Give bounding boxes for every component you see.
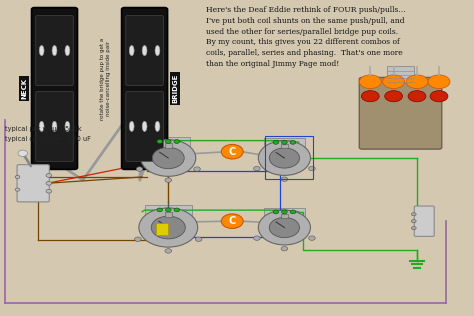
Text: BRIDGE: BRIDGE <box>172 74 178 103</box>
FancyBboxPatch shape <box>126 92 163 161</box>
Ellipse shape <box>142 121 147 131</box>
FancyBboxPatch shape <box>36 92 73 161</box>
Circle shape <box>411 227 416 230</box>
Circle shape <box>15 188 20 191</box>
Bar <box>165 212 172 217</box>
FancyBboxPatch shape <box>264 138 305 147</box>
FancyBboxPatch shape <box>126 16 163 86</box>
FancyBboxPatch shape <box>121 8 168 169</box>
Ellipse shape <box>39 121 44 131</box>
Circle shape <box>194 167 201 171</box>
Circle shape <box>309 167 315 171</box>
Ellipse shape <box>129 121 134 131</box>
Ellipse shape <box>39 46 44 56</box>
Circle shape <box>165 249 172 253</box>
Circle shape <box>135 237 141 241</box>
Ellipse shape <box>65 46 70 56</box>
Circle shape <box>290 210 296 214</box>
Ellipse shape <box>155 46 160 56</box>
Circle shape <box>195 237 202 241</box>
FancyBboxPatch shape <box>146 137 190 146</box>
Circle shape <box>46 181 52 185</box>
Circle shape <box>157 208 163 212</box>
Text: typical pot value: 500k: typical pot value: 500k <box>5 126 82 132</box>
FancyBboxPatch shape <box>145 205 192 215</box>
Ellipse shape <box>155 121 160 131</box>
Circle shape <box>269 217 300 238</box>
Ellipse shape <box>129 46 134 56</box>
Circle shape <box>139 208 198 247</box>
Circle shape <box>165 140 171 143</box>
Circle shape <box>282 210 287 214</box>
Ellipse shape <box>52 121 57 131</box>
FancyBboxPatch shape <box>32 8 78 169</box>
Circle shape <box>141 140 196 176</box>
Circle shape <box>221 214 243 228</box>
Circle shape <box>136 167 143 171</box>
FancyBboxPatch shape <box>414 206 434 236</box>
Circle shape <box>281 177 288 181</box>
Circle shape <box>221 144 243 159</box>
Text: C: C <box>228 147 236 157</box>
Circle shape <box>290 141 296 144</box>
Circle shape <box>254 167 260 171</box>
Bar <box>165 143 172 148</box>
Circle shape <box>174 140 180 143</box>
Circle shape <box>165 208 171 212</box>
Circle shape <box>309 236 315 240</box>
Circle shape <box>18 150 27 156</box>
Circle shape <box>152 147 184 169</box>
Circle shape <box>269 148 300 168</box>
Circle shape <box>258 210 310 245</box>
Circle shape <box>174 208 180 212</box>
Text: C: C <box>228 216 236 226</box>
Circle shape <box>411 213 416 216</box>
Circle shape <box>15 175 20 179</box>
Circle shape <box>46 189 52 193</box>
Circle shape <box>157 140 163 143</box>
Circle shape <box>273 141 279 144</box>
Ellipse shape <box>142 46 147 56</box>
FancyBboxPatch shape <box>17 165 49 202</box>
Circle shape <box>151 216 185 239</box>
Circle shape <box>46 173 52 177</box>
Circle shape <box>273 210 279 214</box>
Circle shape <box>165 178 172 182</box>
Ellipse shape <box>52 46 57 56</box>
Text: Here's the Deaf Eddie rethink of FOUR push/pulls...
I've put both coil shunts on: Here's the Deaf Eddie rethink of FOUR pu… <box>206 6 406 68</box>
Circle shape <box>281 246 288 251</box>
Circle shape <box>254 236 260 240</box>
Circle shape <box>258 141 310 175</box>
Bar <box>156 223 168 235</box>
FancyBboxPatch shape <box>264 208 305 216</box>
Ellipse shape <box>65 121 70 131</box>
Text: NECK: NECK <box>21 78 27 99</box>
Text: typical cap value: .020 uF: typical cap value: .020 uF <box>5 136 91 142</box>
Bar <box>281 144 288 149</box>
Circle shape <box>282 141 287 144</box>
Circle shape <box>411 220 416 223</box>
Bar <box>281 214 288 218</box>
FancyBboxPatch shape <box>36 16 73 86</box>
Text: rotate the bridge pup to get a
noise-cancelling inside pair: rotate the bridge pup to get a noise-can… <box>100 38 110 120</box>
